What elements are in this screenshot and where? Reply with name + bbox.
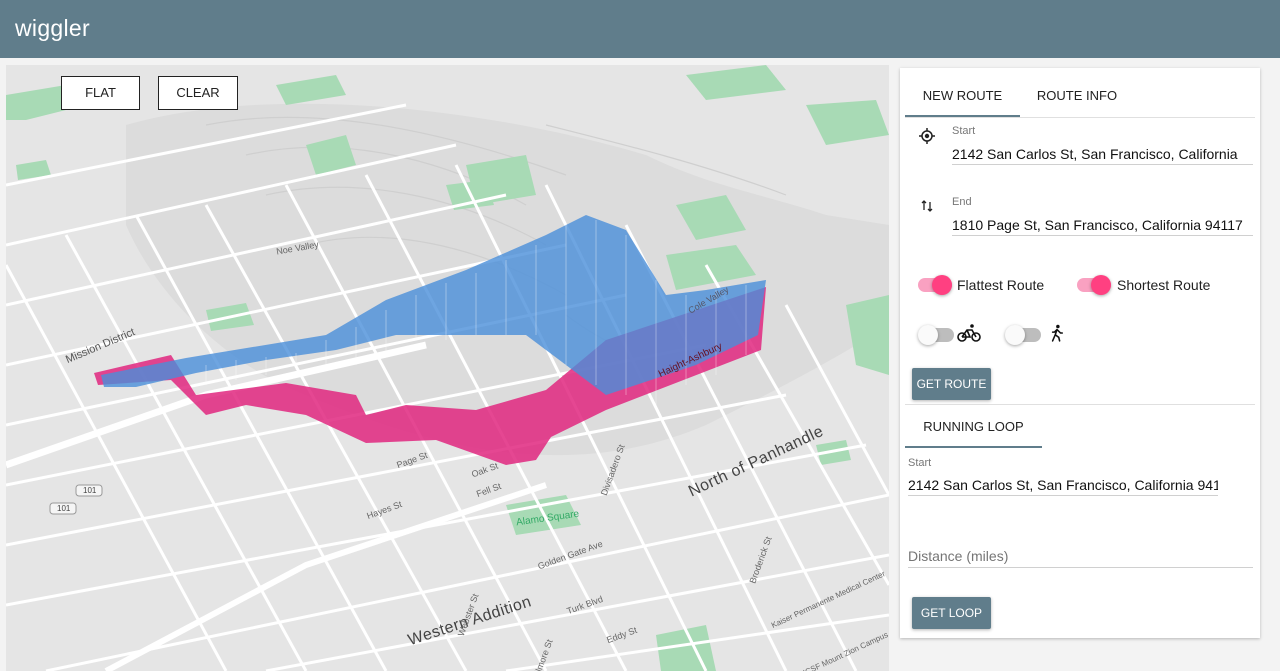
label-hwy-101-a: 101 xyxy=(57,504,71,513)
parks xyxy=(6,65,889,671)
end-label: End xyxy=(952,196,972,208)
route-panel: NEW ROUTE ROUTE INFO Start End Flattest … xyxy=(900,68,1260,638)
distance-input[interactable] xyxy=(908,544,1253,568)
tab-route-info[interactable]: ROUTE INFO xyxy=(1036,88,1118,103)
tab-new-route[interactable]: NEW ROUTE xyxy=(905,68,1020,117)
my-location-icon[interactable] xyxy=(919,128,935,144)
shortest-route-label: Shortest Route xyxy=(1117,277,1211,293)
loop-start-label: Start xyxy=(908,457,932,469)
highway-101-shields xyxy=(49,484,103,515)
shortest-route-switch[interactable] xyxy=(1077,275,1111,295)
map-view[interactable]: Mission District Noe Valley Cole Valley … xyxy=(6,65,889,671)
panel-tabs: NEW ROUTE ROUTE INFO xyxy=(905,68,1255,118)
map-canvas[interactable] xyxy=(6,65,889,671)
bicycle-icon xyxy=(957,324,981,342)
walking-icon xyxy=(1051,324,1064,342)
app-title: wiggler xyxy=(15,15,90,41)
flat-button[interactable]: FLAT xyxy=(61,76,140,110)
end-input[interactable] xyxy=(952,214,1253,236)
label-hwy-101-b: 101 xyxy=(83,486,97,495)
route-hatching xyxy=(205,220,747,410)
clear-button[interactable]: CLEAR xyxy=(158,76,238,110)
loop-start-input[interactable] xyxy=(908,474,1218,496)
tab-running-loop[interactable]: RUNNING LOOP xyxy=(905,399,1042,448)
flattest-route-switch[interactable] xyxy=(918,275,952,295)
app-bar: wiggler xyxy=(0,0,1280,58)
bike-switch[interactable] xyxy=(918,325,954,345)
flattest-route-label: Flattest Route xyxy=(957,277,1045,293)
get-route-button[interactable]: GET ROUTE xyxy=(912,368,991,400)
section-divider xyxy=(905,404,1255,405)
start-label: Start xyxy=(952,125,976,137)
street-grid xyxy=(6,103,889,671)
start-input[interactable] xyxy=(952,144,1253,165)
walk-switch[interactable] xyxy=(1005,325,1041,345)
swap-vertical-icon[interactable] xyxy=(919,198,935,214)
flattest-route-curtain xyxy=(101,215,766,395)
get-loop-button[interactable]: GET LOOP xyxy=(912,597,991,629)
